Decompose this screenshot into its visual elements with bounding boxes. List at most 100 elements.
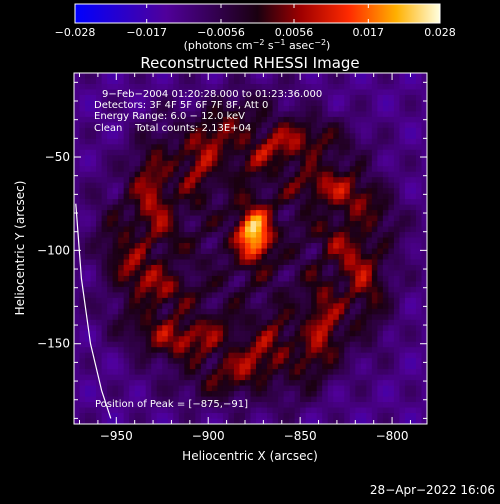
- heatmap-cell: [90, 160, 97, 167]
- heatmap-cell: [305, 391, 312, 398]
- heatmap-cell: [338, 314, 345, 321]
- heatmap-cell: [140, 188, 147, 195]
- heatmap-cell: [371, 188, 378, 195]
- heatmap-cell: [261, 259, 268, 266]
- heatmap-cell: [156, 259, 163, 266]
- heatmap-cell: [145, 94, 152, 102]
- heatmap-cell: [333, 83, 340, 91]
- heatmap-cell: [267, 83, 274, 91]
- heatmap-cell: [162, 144, 169, 151]
- heatmap-cell: [112, 144, 119, 151]
- heatmap-cell: [349, 319, 356, 326]
- heatmap-cell: [283, 297, 290, 304]
- heatmap-cell: [211, 259, 219, 266]
- heatmap-cell: [162, 396, 169, 403]
- heatmap-cell: [90, 308, 97, 315]
- heatmap-cell: [173, 292, 180, 299]
- heatmap-cell: [162, 199, 169, 206]
- heatmap-cell: [366, 133, 373, 140]
- heatmap-cell: [112, 275, 119, 282]
- heatmap-cell: [322, 133, 329, 140]
- heatmap-cell: [107, 281, 114, 288]
- heatmap-cell: [178, 396, 185, 403]
- heatmap-cell: [283, 363, 290, 370]
- heatmap-cell: [200, 188, 207, 195]
- heatmap-cell: [377, 232, 384, 239]
- heatmap-cell: [184, 270, 191, 277]
- heatmap-cell: [145, 330, 152, 337]
- heatmap-cell: [162, 232, 169, 239]
- heatmap-cell: [85, 264, 92, 272]
- heatmap-cell: [333, 314, 340, 321]
- heatmap-cell: [294, 138, 301, 145]
- heatmap-cell: [79, 232, 86, 239]
- heatmap-cell: [206, 193, 213, 200]
- heatmap-cell: [239, 73, 246, 80]
- heatmap-cell: [338, 330, 345, 337]
- heatmap-cell: [283, 341, 290, 348]
- heatmap-cell: [305, 100, 312, 107]
- heatmap-cell: [195, 319, 202, 326]
- heatmap-cell: [283, 127, 290, 134]
- heatmap-cell: [189, 253, 196, 261]
- heatmap-cell: [382, 391, 389, 398]
- heatmap-cell: [156, 78, 163, 85]
- heatmap-cell: [294, 149, 301, 156]
- heatmap-cell: [344, 303, 351, 310]
- heatmap-cell: [96, 243, 103, 250]
- heatmap-cell: [200, 111, 207, 118]
- heatmap-cell: [140, 418, 147, 424]
- heatmap-cell: [195, 264, 202, 272]
- heatmap-cell: [244, 160, 252, 167]
- heatmap-cell: [178, 358, 185, 365]
- heatmap-cell: [167, 221, 174, 228]
- heatmap-cell: [261, 297, 268, 304]
- heatmap-cell: [118, 259, 125, 266]
- heatmap-cell: [327, 188, 334, 195]
- heatmap-cell: [404, 78, 412, 85]
- heatmap-cell: [195, 358, 202, 365]
- heatmap-cell: [233, 171, 241, 178]
- heatmap-cell: [222, 133, 230, 140]
- heatmap-cell: [222, 248, 230, 255]
- heatmap-cell: [244, 402, 252, 409]
- heatmap-cell: [145, 275, 152, 282]
- heatmap-cell: [278, 122, 285, 129]
- heatmap-cell: [101, 221, 108, 228]
- heatmap-cell: [233, 396, 241, 403]
- heatmap-cell: [140, 391, 147, 398]
- heatmap-cell: [96, 303, 103, 310]
- heatmap-cell: [195, 226, 202, 233]
- heatmap-cell: [327, 111, 334, 118]
- heatmap-cell: [101, 385, 108, 392]
- heatmap-cell: [311, 330, 318, 337]
- heatmap-cell: [382, 264, 389, 272]
- heatmap-cell: [289, 138, 296, 145]
- heatmap-cell: [101, 215, 108, 222]
- heatmap-cell: [96, 204, 103, 211]
- heatmap-cell: [112, 374, 119, 381]
- heatmap-cell: [195, 352, 202, 359]
- heatmap-cell: [101, 352, 108, 359]
- annotation-detectors: Detectors: 3F 4F 5F 6F 7F 8F, Att 0: [94, 100, 268, 111]
- heatmap-cell: [421, 182, 427, 189]
- heatmap-cell: [272, 243, 279, 250]
- heatmap-cell: [311, 122, 318, 129]
- heatmap-cell: [200, 325, 207, 332]
- heatmap-cell: [300, 325, 307, 332]
- heatmap-cell: [267, 215, 274, 222]
- heatmap-cell: [184, 193, 191, 200]
- heatmap-cell: [272, 391, 279, 398]
- heatmap-cell: [267, 286, 274, 293]
- heatmap-cell: [200, 226, 207, 233]
- heatmap-cell: [173, 73, 180, 80]
- heatmap-cell: [267, 374, 274, 381]
- heatmap-cell: [267, 116, 274, 123]
- heatmap-cell: [244, 319, 252, 326]
- heatmap-cell: [344, 407, 351, 414]
- heatmap-cell: [118, 402, 125, 409]
- heatmap-cell: [360, 166, 367, 173]
- colorbar-tick-label: −0.028: [55, 26, 96, 39]
- heatmap-cell: [294, 363, 301, 370]
- heatmap-cell: [162, 308, 169, 315]
